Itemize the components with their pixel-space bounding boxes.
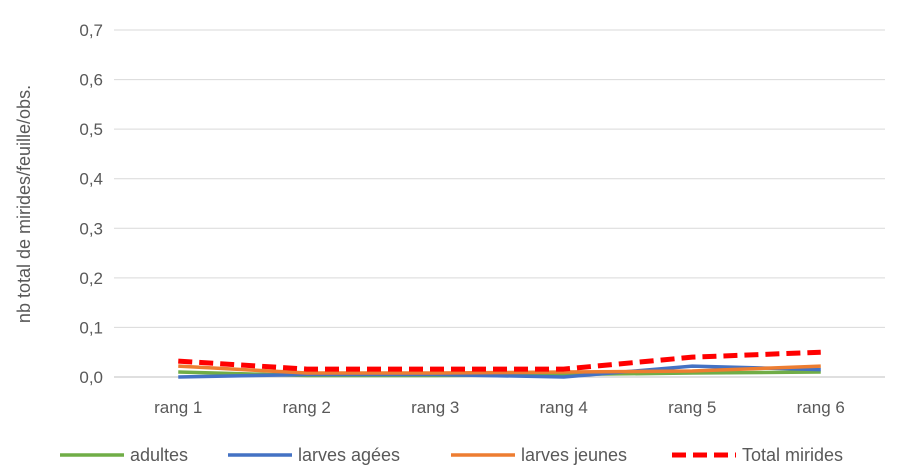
legend-label: larves agées [298,445,400,465]
y-axis-ticks: 0,0 0,1 0,2 0,3 0,4 0,5 0,6 0,7 [79,21,103,387]
x-tick-label: rang 4 [540,398,588,417]
y-tick-label: 0,5 [79,120,103,139]
y-tick-label: 0,3 [79,219,103,238]
y-tick-label: 0,6 [79,71,103,90]
y-tick-label: 0,4 [79,170,103,189]
y-axis-label: nb total de mirides/feuille/obs. [14,85,34,323]
y-tick-label: 0,1 [79,318,103,337]
series-line-1 [178,364,821,379]
x-tick-label: rang 1 [154,398,202,417]
y-tick-label: 0,7 [79,21,103,40]
x-axis-ticks: rang 1 rang 2 rang 3 rang 4 rang 5 rang 6 [154,398,845,417]
y-tick-label: 0,2 [79,269,103,288]
gridlines [114,29,885,378]
x-tick-label: rang 5 [668,398,716,417]
legend-label: larves jeunes [521,445,627,465]
x-tick-label: rang 3 [411,398,459,417]
x-tick-label: rang 6 [797,398,845,417]
series-lines [178,349,821,379]
legend: adultes larves agées larves jeunes Total mi… [60,445,843,465]
x-tick-label: rang 2 [283,398,331,417]
series-line-3 [178,349,821,372]
series-line-2 [178,364,821,375]
legend-label: adultes [130,445,188,465]
y-tick-label: 0,0 [79,368,103,387]
legend-label: Total mirides [742,445,843,465]
